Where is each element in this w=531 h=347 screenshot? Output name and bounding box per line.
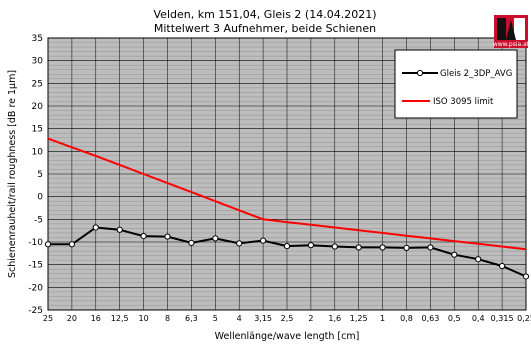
x-tick-label: 2 (308, 314, 313, 323)
x-tick-label: 5 (213, 314, 218, 323)
legend-box (394, 49, 518, 119)
x-tick-label: 16 (91, 314, 101, 323)
y-tick-label: 10 (32, 147, 44, 157)
x-axis-label: Wellenlänge/wave length [cm] (215, 331, 360, 342)
data-point-avg (379, 244, 386, 251)
data-point-avg (68, 241, 76, 248)
logo-mark-a (506, 20, 516, 40)
y-tick-label: 20 (32, 102, 44, 112)
x-tick-label: 3,15 (254, 314, 272, 323)
data-point-avg (140, 233, 147, 240)
x-tick-label: 12,5 (111, 314, 129, 323)
data-point-avg (355, 244, 362, 251)
data-point-avg (212, 235, 219, 242)
y-tick-label: -25 (28, 306, 43, 316)
y-axis-label: Schienenrauheit/rail roughness [dB re 1µ… (7, 70, 18, 278)
logo-text: www.psia.at (493, 41, 530, 48)
data-point-avg (260, 237, 267, 244)
logo-mark-right (514, 18, 525, 40)
x-tick-label: 0,5 (448, 314, 461, 323)
data-point-avg (522, 273, 530, 280)
data-point-avg (403, 244, 410, 251)
y-axis-ticks: 35 30 25 20 15 10 5 0 -5 -10 -15 -20 -25 (28, 34, 43, 316)
logo-mark-left (497, 18, 506, 40)
data-point-avg (236, 240, 243, 247)
x-tick-label: 25 (43, 314, 53, 323)
data-point-avg (188, 239, 195, 247)
data-point-avg (283, 242, 291, 250)
y-tick-label: -20 (28, 283, 43, 293)
y-tick-label: -10 (28, 238, 43, 248)
x-tick-label: 0,4 (472, 314, 485, 323)
x-tick-label: 6,3 (185, 314, 198, 323)
psia-logo: www.psia.at (493, 15, 530, 48)
x-axis-ticks: 25 20 16 12,5 10 8 6,3 5 4 3,15 2,5 2 1,6 1,25 1 0,8 0,6… (43, 314, 531, 323)
data-point-avg (499, 262, 506, 270)
legend-marker-avg (416, 69, 424, 77)
x-tick-label: 20 (67, 314, 77, 323)
x-tick-label: 4 (237, 314, 242, 323)
data-point-avg (92, 224, 99, 231)
y-tick-label: 35 (32, 34, 43, 44)
data-point-avg (331, 243, 338, 250)
legend-label-avg: Gleis 2_3DP_AVG (440, 69, 512, 79)
y-tick-label: -5 (34, 215, 43, 225)
legend-label-iso: ISO 3095 limit (433, 97, 494, 107)
series-line-iso (47, 137, 527, 251)
data-point-avg (44, 241, 52, 248)
x-tick-label: 10 (139, 314, 149, 323)
x-tick-label: 2,5 (281, 314, 294, 323)
y-tick-label: 25 (32, 79, 43, 89)
y-tick-label: 0 (37, 193, 43, 203)
y-tick-label: 5 (37, 170, 43, 180)
x-tick-label: 0,315 (491, 314, 514, 323)
x-tick-label: 8 (165, 314, 170, 323)
legend: Gleis 2_3DP_AVG ISO 3095 limit (394, 49, 518, 119)
series-group (44, 137, 530, 280)
x-tick-label: 1,25 (350, 314, 368, 323)
x-tick-label: 0,25 (517, 314, 531, 323)
data-point-avg (427, 244, 434, 251)
data-point-avg (116, 226, 123, 233)
data-point-avg (451, 251, 458, 258)
chart-subtitle: Mittelwert 3 Aufnehmer, beide Schienen (154, 22, 376, 35)
x-tick-label: 0,63 (421, 314, 439, 323)
data-point-avg (475, 256, 482, 263)
x-tick-label: 0,8 (400, 314, 413, 323)
x-tick-label: 1,6 (328, 314, 341, 323)
y-tick-label: -15 (28, 261, 43, 271)
chart-title: Velden, km 151,04, Gleis 2 (14.04.2021) (154, 8, 377, 21)
y-tick-label: 15 (32, 125, 43, 135)
y-tick-label: 30 (32, 57, 44, 67)
data-point-avg (307, 242, 314, 249)
data-point-avg (164, 233, 171, 240)
x-tick-label: 1 (380, 314, 385, 323)
